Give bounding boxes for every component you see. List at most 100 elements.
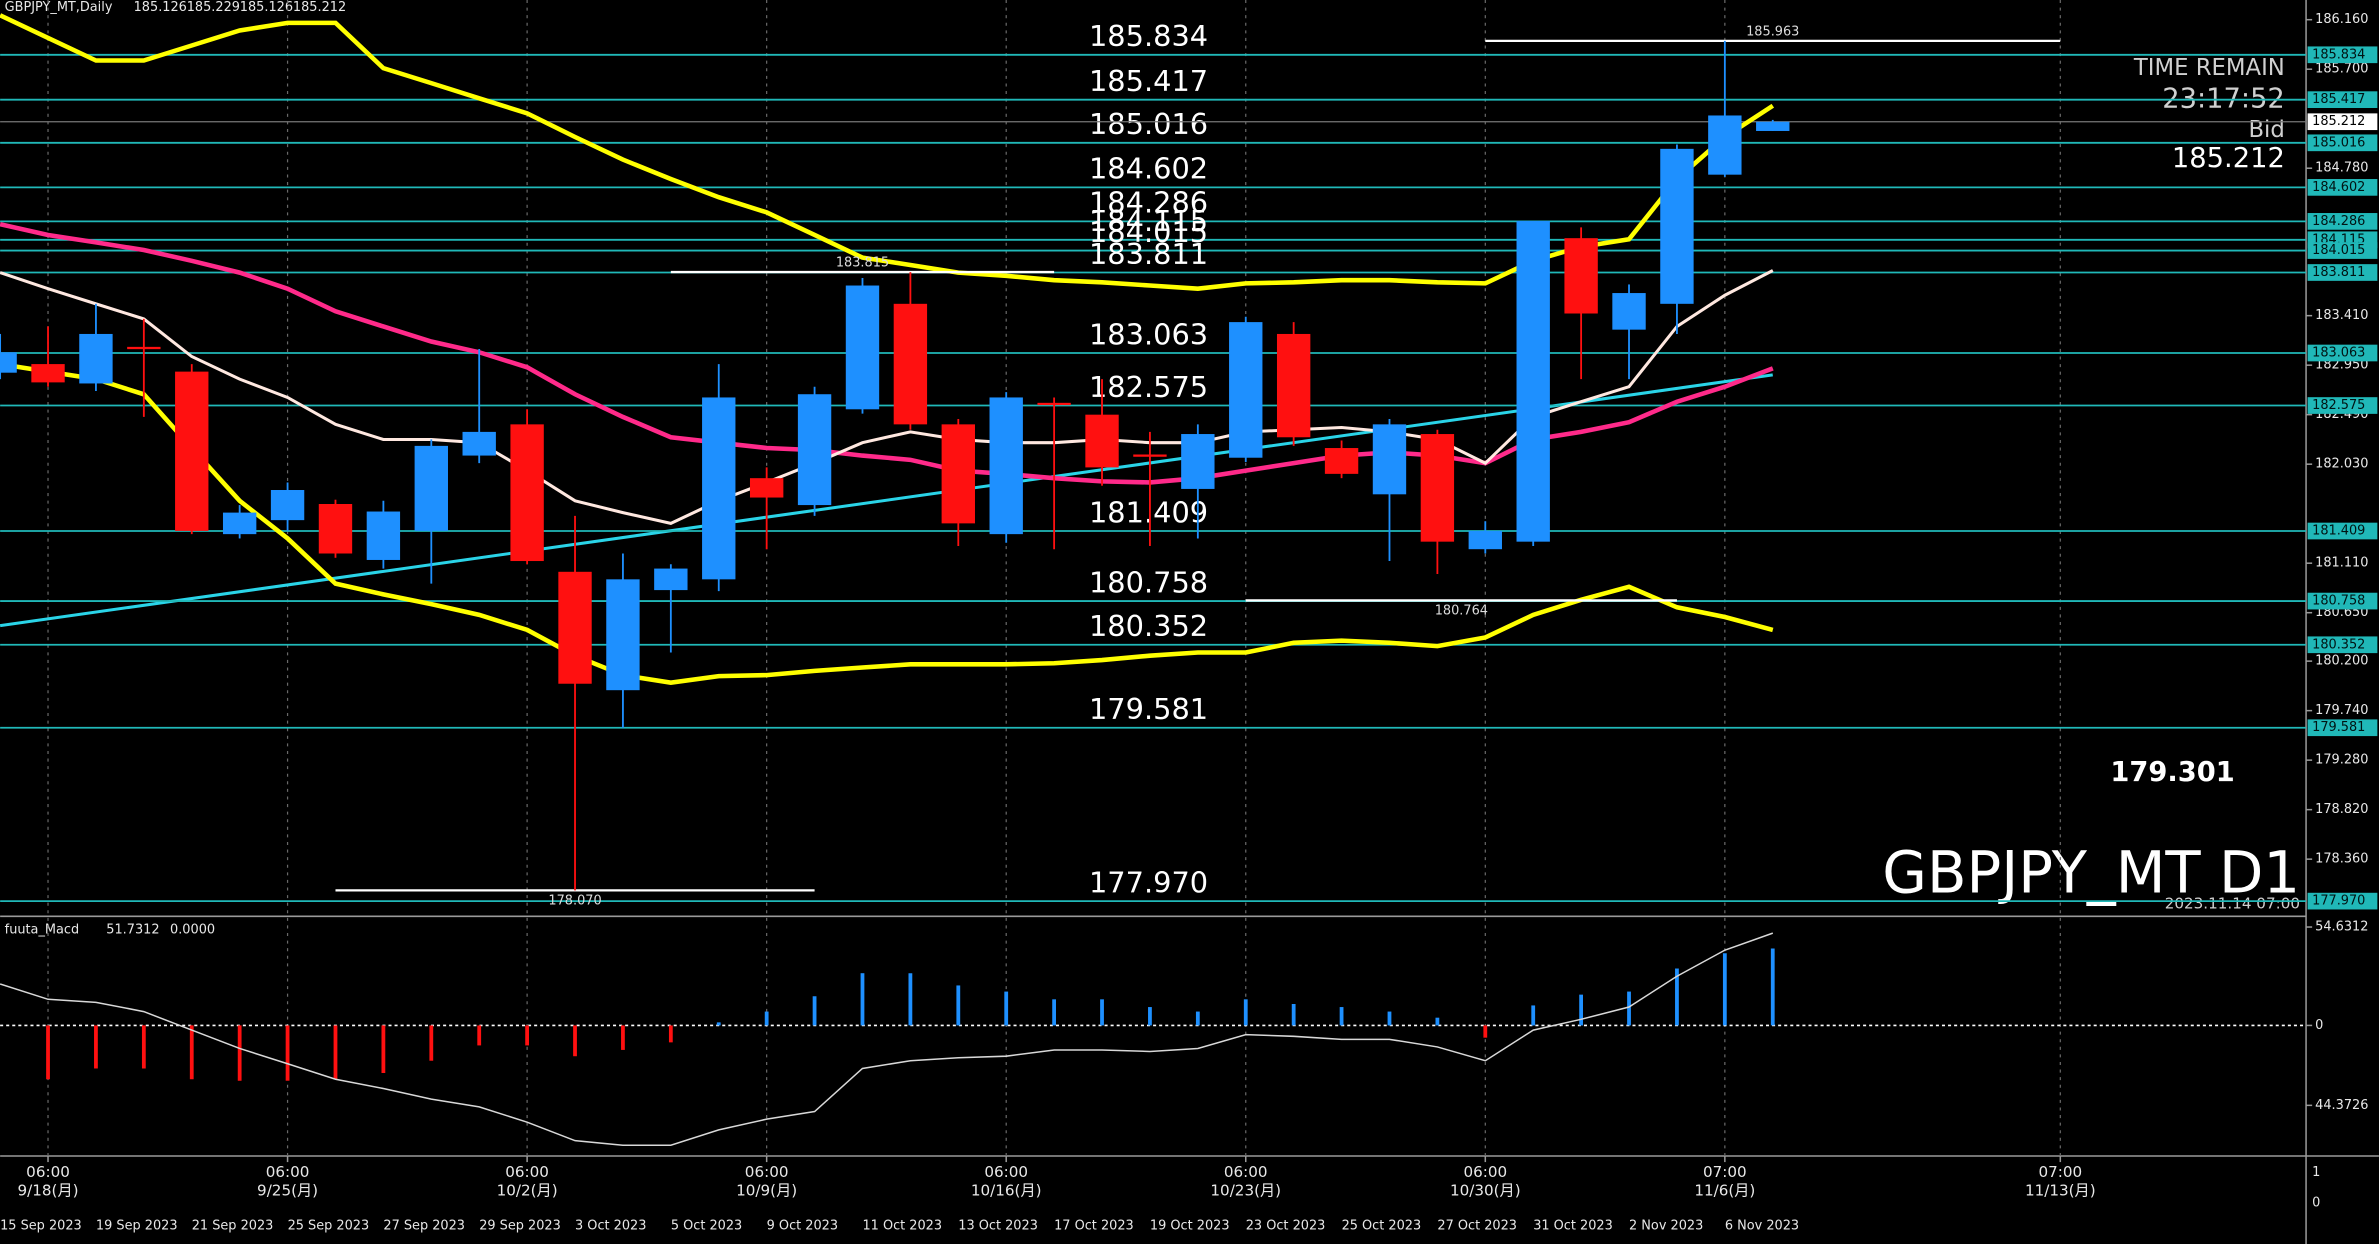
candle-body [1324,448,1359,474]
candle-body [0,352,17,373]
candle-body [31,364,65,383]
candle-body [1229,322,1263,458]
candle-body [845,285,880,410]
candle-body [606,579,640,691]
level-axis-box [2307,344,2378,362]
level-label: 184.602 [1089,152,1208,186]
candle-body [1276,333,1311,438]
week-date: 9/18(月) [18,1181,79,1199]
candle-body [1085,414,1119,468]
level-axis-label: 184.015 [2312,243,2365,258]
level-label: 183.811 [1089,237,1208,271]
candle-body [1420,434,1455,542]
level-axis-label: 185.834 [2312,47,2365,62]
y-tick-label: 179.280 [2315,753,2368,768]
x-tick-label: 25 Sep 2023 [288,1218,370,1233]
x-tick-label: 9 Oct 2023 [767,1218,838,1233]
level-label: 179.581 [1089,692,1208,726]
level-axis-box [2307,592,2378,610]
x-tick-label: 23 Oct 2023 [1246,1218,1326,1233]
level-axis-label: 184.602 [2312,180,2365,195]
candle-body [175,371,209,531]
x-tick-label: 13 Oct 2023 [958,1218,1038,1233]
candle-body [749,478,784,498]
week-date: 11/13(月) [2025,1181,2096,1199]
macd-header-value: 0.0000 [170,922,215,937]
level-label: 184.015 [1089,215,1208,249]
scale-mark: 0 [2312,1196,2320,1211]
candle-body [79,333,113,384]
level-axis-box [2307,719,2378,737]
candle-body [941,424,975,524]
candle-body [702,397,736,580]
candle-body [366,511,401,560]
level-axis-label: 183.063 [2312,346,2365,361]
week-date: 9/25(月) [257,1181,318,1199]
y-tick-label: 185.700 [2315,62,2368,77]
level-label: 185.834 [1089,19,1208,53]
candle-body [1133,454,1167,457]
week-time: 06:00 [745,1163,789,1181]
week-time: 07:00 [2038,1163,2082,1181]
week-date: 10/16(月) [971,1181,1042,1199]
level-axis-label: 180.758 [2312,594,2365,609]
level-label: 182.575 [1089,370,1208,404]
header: GBPJPY_MT,Daily 185.126 185.229 185.126 185… [5,0,346,15]
x-tick-label: 25 Oct 2023 [1342,1218,1422,1233]
trendline [0,373,1773,628]
time-remain-label: TIME REMAIN [2133,55,2285,81]
x-tick-label: 11 Oct 2023 [862,1218,942,1233]
marker-label: 183.815 [836,255,889,270]
level-label: 181.409 [1089,495,1208,529]
level-axis-label: 182.575 [2312,398,2365,413]
y-tick-label: 184.780 [2315,161,2368,176]
week-time: 06:00 [26,1163,70,1181]
candle-body [558,571,592,684]
candle-body [797,394,832,506]
x-tick-label: 31 Oct 2023 [1533,1218,1613,1233]
level-axis-box [2307,179,2378,196]
macd-title: fuuta_Macd [5,922,79,937]
candle-body [414,445,448,531]
week-date: 11/6(月) [1694,1181,1755,1199]
candle-body [1516,220,1550,542]
week-date: 10/9(月) [736,1181,797,1199]
level-axis-label: 180.352 [2312,637,2365,652]
level-axis-label: 177.970 [2312,894,2365,909]
level-label: 185.016 [1089,107,1208,141]
candle-body [654,568,688,591]
x-tick-label: 27 Sep 2023 [383,1218,465,1233]
y-tick-label: 182.950 [2315,358,2368,373]
level-axis-box [2307,213,2378,230]
header-value: 185.229 [187,0,240,15]
candle-body [270,490,305,521]
indicator-line [0,13,1775,291]
week-date: 10/23(月) [1210,1181,1281,1199]
x-tick-label: 15 Sep 2023 [0,1218,82,1233]
level-label: 184.115 [1089,204,1208,238]
level-axis-label: 185.016 [2312,135,2365,150]
x-tick-label: 2 Nov 2023 [1629,1218,1703,1233]
y-tick-label: 181.110 [2315,556,2368,571]
x-tick-label: 17 Oct 2023 [1054,1218,1134,1233]
marker-label: 180.764 [1435,604,1488,619]
marker-label: 178.070 [548,893,601,908]
candle-body [893,303,928,425]
candle-body [462,431,496,456]
week-date: 10/30(月) [1450,1181,1521,1199]
y-tick-label: 179.740 [2315,703,2368,718]
level-axis-box [2307,397,2378,414]
y-tick-label: 178.820 [2315,802,2368,817]
level-axis-box [2307,242,2378,259]
chart-title: GBPJPY_MT,Daily [5,0,113,15]
candle-body [318,503,353,554]
marker-label: 185.963 [1746,24,1799,39]
candle-body [1612,293,1646,330]
week-time: 06:00 [984,1163,1028,1181]
timestamp: 2023.11.14 07:00 [2165,895,2300,913]
scale-mark: 1 [2312,1165,2320,1180]
y-tick-label: 178.360 [2315,852,2368,867]
level-label: 185.417 [1089,64,1208,98]
header-value: 185.126 [240,0,293,15]
